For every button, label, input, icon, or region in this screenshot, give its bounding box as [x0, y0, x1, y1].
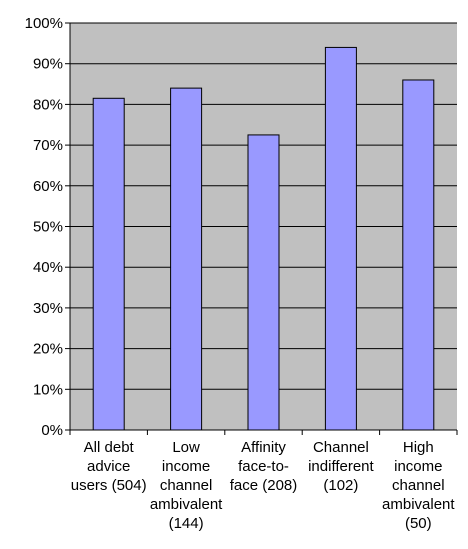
y-tick-label: 0% [41, 422, 63, 439]
x-category-labels: All debt advice users (504)Low income channe… [71, 439, 456, 532]
y-tick-label: 50% [33, 219, 63, 236]
y-tick-label: 60% [33, 178, 63, 195]
y-tick-label: 80% [33, 96, 63, 113]
bar [402, 79, 435, 431]
y-tick-label: 90% [33, 56, 63, 73]
x-category-label: All debt advice users (504) [71, 439, 147, 494]
y-tick-label: 20% [33, 341, 63, 358]
bar [324, 46, 357, 431]
y-tick-label: 70% [33, 137, 63, 154]
x-category-label: Affinity face-to-face (208) [230, 439, 298, 494]
y-tick-label: 40% [33, 259, 63, 276]
y-tick-labels: 0% 10% 20% 30% 40% 50% 60% 70% 80% 90% 100% [25, 15, 63, 439]
bar [92, 97, 125, 431]
axes [65, 22, 458, 435]
x-category-label: High income channel ambivalent (50) [382, 439, 455, 532]
bar [170, 87, 203, 431]
x-category-label: Channel indifferent (102) [308, 439, 374, 494]
x-category-label: Low income channel ambivalent (144) [150, 439, 223, 532]
y-tick-label: 100% [25, 15, 63, 32]
bars [92, 46, 435, 431]
y-tick-label: 10% [33, 381, 63, 398]
bar [247, 134, 280, 431]
y-tick-label: 30% [33, 300, 63, 317]
